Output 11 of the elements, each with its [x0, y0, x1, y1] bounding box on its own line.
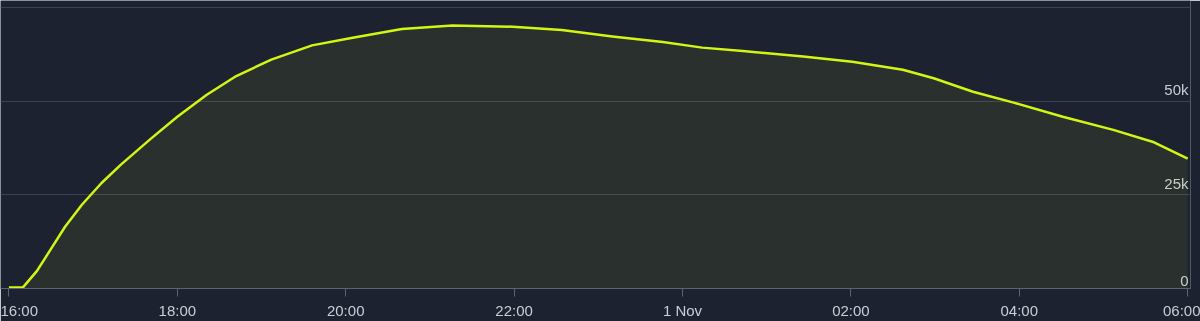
x-tick-label: 22:00 [495, 301, 533, 319]
x-tick-label: 06:00 [1162, 301, 1200, 319]
y-tick-label: 50k [1164, 81, 1189, 99]
y-tick-label: 0 [1180, 271, 1189, 289]
x-tick-label: 20:00 [326, 301, 365, 319]
x-tick-label: 16:00 [0, 301, 39, 319]
x-tick-label: 18:00 [158, 301, 197, 319]
x-tick-label: 1 Nov [662, 301, 703, 319]
x-tick-label: 04:00 [1000, 301, 1039, 319]
x-tick-label: 02:00 [832, 301, 870, 319]
y-tick-label: 25k [1164, 174, 1189, 192]
